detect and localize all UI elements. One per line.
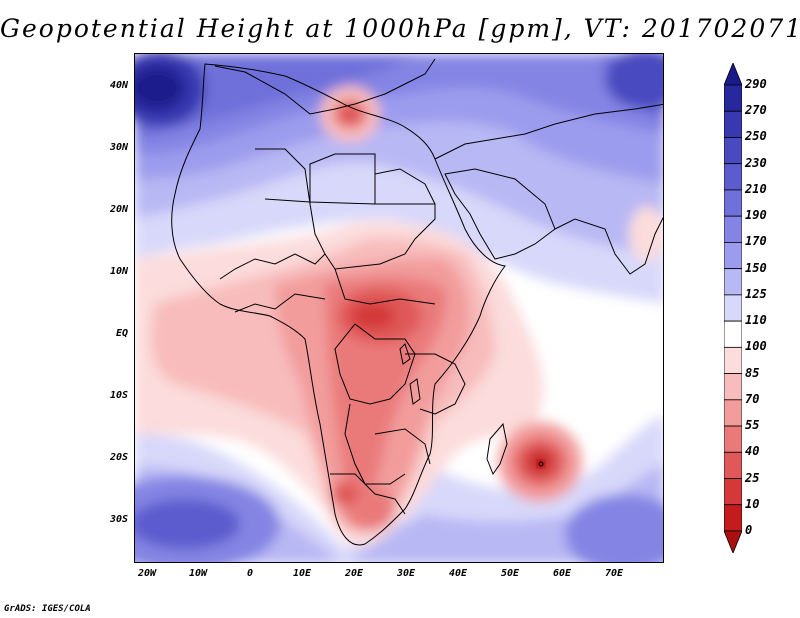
colorbar-band — [724, 320, 742, 348]
lon-label: 60E — [552, 568, 572, 579]
colorbar-level-label: 0 — [745, 523, 753, 537]
lon-label: 20E — [344, 568, 364, 579]
colorbar-band — [724, 110, 742, 138]
colorbar-band — [724, 451, 742, 479]
colorbar-band — [724, 399, 742, 427]
lat-label: 30S — [109, 514, 128, 525]
colorbar-level-label: 40 — [745, 444, 760, 459]
lat-label: 10S — [109, 390, 128, 401]
lon-label: 10E — [292, 568, 312, 579]
lat-label: 20N — [109, 204, 128, 215]
lon-label: 30E — [396, 568, 416, 579]
colorbar-level-label: 270 — [745, 103, 767, 118]
colorbar-level-label: 190 — [745, 208, 767, 223]
lon-label: 0 — [246, 568, 254, 579]
colorbar-level-label: 150 — [745, 260, 767, 275]
footer-credit: GrADS: IGES/COLA — [4, 604, 91, 614]
colorbar-level-label: 125 — [745, 286, 767, 301]
colorbar-level-label: 250 — [745, 129, 767, 144]
lat-label: 30N — [109, 142, 128, 153]
colorbar-level-label: 210 — [745, 181, 767, 196]
lon-label: 40E — [448, 568, 468, 579]
colorbar-band — [724, 346, 742, 374]
lat-label: EQ — [115, 328, 128, 339]
lon-label: 50E — [500, 568, 520, 579]
colorbar-level-label: 290 — [745, 77, 767, 91]
colorbar-level-label: 10 — [745, 496, 760, 511]
colorbar-band — [724, 137, 742, 165]
colorbar-top-arrow — [724, 63, 742, 86]
lon-label: 70E — [604, 568, 624, 579]
lat-label: 10N — [109, 266, 128, 277]
height-field-shading — [135, 54, 663, 562]
colorbar-band — [724, 268, 742, 296]
colorbar-band — [724, 294, 742, 322]
colorbar-level-label: 110 — [745, 313, 767, 328]
map-title: Geopotential Height at 1000hPa [gpm], VT… — [0, 14, 800, 43]
colorbar-band — [724, 215, 742, 243]
lon-label: 20W — [137, 568, 157, 579]
colorbar-band — [724, 478, 742, 506]
coastlines — [171, 58, 663, 546]
colorbar-level-label: 100 — [745, 339, 767, 354]
colorbar-bottom-arrow — [724, 530, 742, 553]
lon-label: 10W — [188, 568, 208, 579]
colorbar-band — [724, 189, 742, 217]
colorbar-band — [724, 373, 742, 401]
lat-label: 40N — [109, 80, 128, 91]
geopotential-field — [135, 54, 663, 562]
colorbar-band — [724, 84, 742, 112]
colorbar-level-label: 85 — [745, 365, 760, 380]
colorbar-band — [724, 242, 742, 270]
colorbar — [724, 63, 742, 553]
lat-label: 20S — [109, 452, 128, 463]
colorbar-band — [724, 163, 742, 191]
colorbar-level-label: 25 — [745, 470, 760, 485]
colorbar-band — [724, 504, 742, 532]
map-plot-area — [134, 53, 664, 563]
colorbar-level-label: 230 — [745, 155, 767, 170]
colorbar-level-label: 55 — [745, 418, 760, 433]
colorbar-band — [724, 425, 742, 453]
colorbar-level-label: 170 — [745, 234, 767, 249]
colorbar-level-label: 70 — [745, 391, 760, 406]
